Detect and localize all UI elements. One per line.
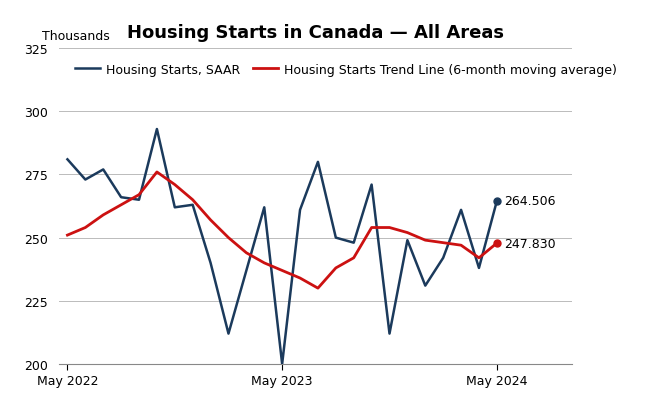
Text: 264.506: 264.506 [504,195,556,208]
Text: Thousands: Thousands [42,30,110,43]
Legend: Housing Starts, SAAR, Housing Starts Trend Line (6-month moving average): Housing Starts, SAAR, Housing Starts Tre… [70,58,622,81]
Text: 247.830: 247.830 [504,237,556,250]
Title: Housing Starts in Canada — All Areas: Housing Starts in Canada — All Areas [127,24,504,42]
